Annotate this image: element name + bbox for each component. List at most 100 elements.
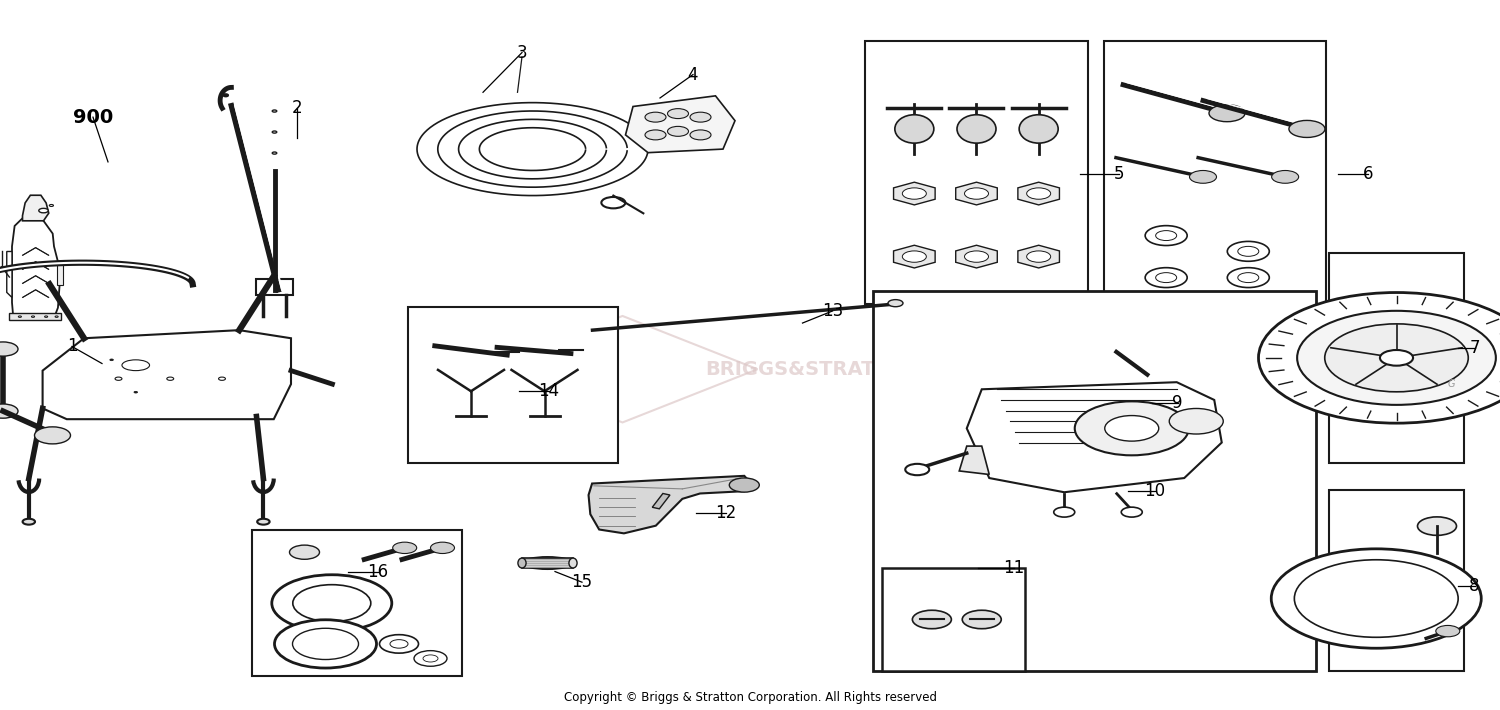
Circle shape xyxy=(390,640,408,648)
Circle shape xyxy=(1270,549,1480,648)
Circle shape xyxy=(690,130,711,140)
Text: 3: 3 xyxy=(516,43,528,62)
Bar xyxy=(522,558,573,568)
Circle shape xyxy=(1104,415,1158,441)
Circle shape xyxy=(690,112,711,122)
Circle shape xyxy=(729,478,759,492)
Circle shape xyxy=(290,545,320,559)
Circle shape xyxy=(219,377,225,381)
Circle shape xyxy=(1190,170,1216,183)
Text: 9: 9 xyxy=(1173,394,1182,413)
Ellipse shape xyxy=(568,558,578,568)
Text: 13: 13 xyxy=(822,302,843,320)
Bar xyxy=(865,41,1088,304)
Text: 5: 5 xyxy=(1113,165,1125,183)
Polygon shape xyxy=(626,96,735,153)
Circle shape xyxy=(1418,517,1456,535)
Polygon shape xyxy=(255,279,294,295)
Circle shape xyxy=(273,131,276,133)
Polygon shape xyxy=(1019,182,1059,205)
Circle shape xyxy=(1155,231,1176,241)
Polygon shape xyxy=(588,476,753,533)
Circle shape xyxy=(1288,121,1324,138)
Circle shape xyxy=(430,542,454,554)
Polygon shape xyxy=(652,493,670,509)
Circle shape xyxy=(1258,293,1500,423)
Polygon shape xyxy=(894,182,934,205)
Circle shape xyxy=(1053,507,1074,517)
Circle shape xyxy=(1144,226,1186,246)
Circle shape xyxy=(888,300,903,307)
Bar xyxy=(1104,41,1326,304)
Circle shape xyxy=(1209,104,1245,121)
Text: 15: 15 xyxy=(572,573,592,591)
Circle shape xyxy=(963,610,1002,629)
Text: 11: 11 xyxy=(1004,559,1025,577)
Circle shape xyxy=(423,655,438,662)
Bar xyxy=(252,530,462,676)
Circle shape xyxy=(1026,251,1050,262)
Bar xyxy=(1329,253,1464,463)
Text: 14: 14 xyxy=(538,381,560,400)
Text: Copyright © Briggs & Stratton Corporation. All Rights reserved: Copyright © Briggs & Stratton Corporatio… xyxy=(564,691,936,704)
Circle shape xyxy=(414,650,447,666)
Circle shape xyxy=(380,635,419,653)
Circle shape xyxy=(292,628,358,660)
Text: 1: 1 xyxy=(66,337,78,356)
Circle shape xyxy=(903,188,927,200)
Circle shape xyxy=(912,610,951,629)
Circle shape xyxy=(1168,408,1222,434)
Ellipse shape xyxy=(518,558,526,568)
Circle shape xyxy=(645,112,666,122)
Polygon shape xyxy=(966,382,1221,492)
Circle shape xyxy=(45,316,48,317)
Circle shape xyxy=(50,204,54,207)
Circle shape xyxy=(34,427,70,444)
Text: 4: 4 xyxy=(687,65,698,84)
Polygon shape xyxy=(956,182,998,205)
Circle shape xyxy=(1238,273,1258,283)
Circle shape xyxy=(224,94,228,97)
Circle shape xyxy=(668,126,688,136)
Circle shape xyxy=(393,542,417,554)
Circle shape xyxy=(1026,188,1050,200)
Text: 10: 10 xyxy=(1144,482,1166,501)
Polygon shape xyxy=(8,251,12,297)
Text: 12: 12 xyxy=(716,503,736,522)
Polygon shape xyxy=(9,313,60,320)
Circle shape xyxy=(272,575,392,632)
Circle shape xyxy=(602,197,625,208)
Ellipse shape xyxy=(522,557,573,569)
Ellipse shape xyxy=(957,115,996,143)
Circle shape xyxy=(18,316,21,317)
Circle shape xyxy=(1074,401,1188,455)
Circle shape xyxy=(22,519,34,525)
Circle shape xyxy=(1144,268,1186,288)
Polygon shape xyxy=(12,216,60,318)
Text: BRIGGS&STRATTON: BRIGGS&STRATTON xyxy=(705,360,921,378)
Circle shape xyxy=(668,109,688,119)
Circle shape xyxy=(110,359,114,361)
Circle shape xyxy=(273,152,276,154)
Text: 8: 8 xyxy=(1468,577,1479,595)
Text: 16: 16 xyxy=(368,562,388,581)
Circle shape xyxy=(1436,626,1460,637)
Text: G: G xyxy=(1448,379,1455,389)
Circle shape xyxy=(134,391,138,393)
Circle shape xyxy=(964,188,988,200)
Circle shape xyxy=(256,519,270,525)
Text: 7: 7 xyxy=(1468,339,1479,357)
Circle shape xyxy=(964,251,988,262)
Circle shape xyxy=(1227,268,1269,288)
Circle shape xyxy=(645,130,666,140)
Ellipse shape xyxy=(896,115,934,143)
Circle shape xyxy=(32,316,34,317)
Polygon shape xyxy=(22,195,48,221)
Circle shape xyxy=(1155,273,1176,283)
Circle shape xyxy=(903,251,927,262)
Circle shape xyxy=(273,110,276,112)
Circle shape xyxy=(166,377,174,381)
Bar xyxy=(1329,490,1464,671)
Circle shape xyxy=(1272,170,1299,183)
Circle shape xyxy=(904,464,928,475)
